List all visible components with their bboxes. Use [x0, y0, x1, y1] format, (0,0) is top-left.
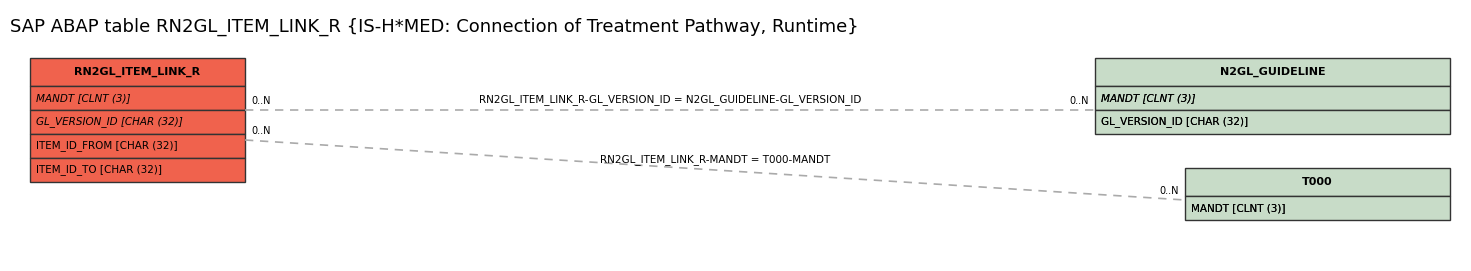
Text: N2GL_GUIDELINE: N2GL_GUIDELINE — [1219, 67, 1325, 77]
Text: 0..N: 0..N — [1069, 96, 1089, 106]
Text: T000: T000 — [1302, 177, 1333, 187]
Text: MANDT [CLNT (3)]: MANDT [CLNT (3)] — [1192, 203, 1286, 213]
Bar — [29, 134, 246, 158]
Bar — [1094, 86, 1450, 110]
Text: RN2GL_ITEM_LINK_R: RN2GL_ITEM_LINK_R — [75, 67, 200, 77]
Text: GL_VERSION_ID [CHAR (32)]: GL_VERSION_ID [CHAR (32)] — [35, 117, 182, 127]
Text: GL_VERSION_ID [CHAR (32)]: GL_VERSION_ID [CHAR (32)] — [1100, 117, 1247, 127]
Text: MANDT [CLNT (3)]: MANDT [CLNT (3)] — [35, 93, 131, 103]
Text: RN2GL_ITEM_LINK_R-MANDT = T000-MANDT: RN2GL_ITEM_LINK_R-MANDT = T000-MANDT — [600, 154, 830, 165]
Text: ITEM_ID_TO [CHAR (32)]: ITEM_ID_TO [CHAR (32)] — [35, 164, 162, 175]
Bar — [29, 158, 246, 182]
Text: GL_VERSION_ID [CHAR (32)]: GL_VERSION_ID [CHAR (32)] — [1100, 117, 1247, 127]
Bar — [29, 110, 246, 134]
Bar — [1186, 196, 1450, 220]
Bar — [1094, 58, 1450, 86]
Text: MANDT [CLNT (3)]: MANDT [CLNT (3)] — [1192, 203, 1286, 213]
Text: MANDT [CLNT (3)]: MANDT [CLNT (3)] — [1100, 93, 1196, 103]
Bar — [1094, 110, 1450, 134]
Text: 0..N: 0..N — [1159, 186, 1178, 196]
Text: RN2GL_ITEM_LINK_R-GL_VERSION_ID = N2GL_GUIDELINE-GL_VERSION_ID: RN2GL_ITEM_LINK_R-GL_VERSION_ID = N2GL_G… — [480, 94, 861, 105]
Text: 0..N: 0..N — [252, 126, 271, 136]
Text: MANDT [CLNT (3)]: MANDT [CLNT (3)] — [1100, 93, 1196, 103]
Text: 0..N: 0..N — [252, 96, 271, 106]
Bar — [1186, 168, 1450, 196]
Bar — [29, 58, 246, 86]
Text: SAP ABAP table RN2GL_ITEM_LINK_R {IS-H*MED: Connection of Treatment Pathway, Run: SAP ABAP table RN2GL_ITEM_LINK_R {IS-H*M… — [10, 18, 859, 36]
Text: ITEM_ID_FROM [CHAR (32)]: ITEM_ID_FROM [CHAR (32)] — [35, 141, 178, 151]
Bar — [29, 86, 246, 110]
